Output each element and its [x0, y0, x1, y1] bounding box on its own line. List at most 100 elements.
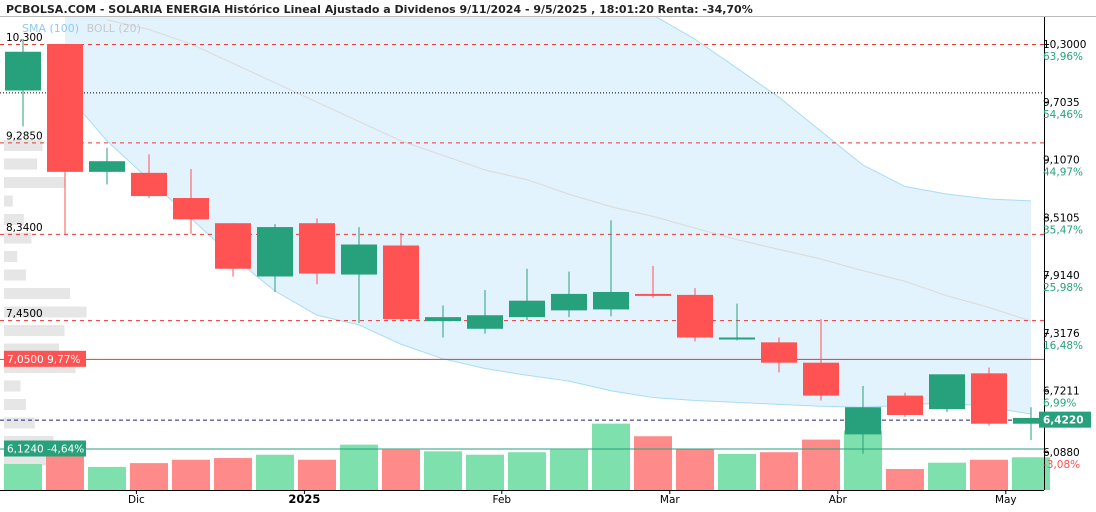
- candlesticks: [5, 39, 1049, 454]
- volume-bar: [298, 459, 336, 490]
- volume-bar: [1012, 457, 1050, 490]
- y-pct-label: 63,96%: [1043, 51, 1083, 63]
- candle-body: [5, 51, 41, 91]
- current-price-label: 6,4220: [1043, 415, 1084, 427]
- candle-body: [719, 337, 755, 340]
- candle-body: [1013, 417, 1049, 424]
- legend-boll[interactable]: BOLL (20): [86, 22, 141, 35]
- y-tick-label: 6,0880: [1043, 447, 1080, 459]
- y-tick-label: 8,5105: [1043, 212, 1080, 224]
- volume-bar: [424, 451, 462, 490]
- left-level-label: 9,2850: [6, 130, 43, 142]
- candle-body: [89, 161, 125, 172]
- axes: [0, 16, 1096, 494]
- volume-profile-bar: [4, 362, 76, 373]
- volume-bar: [634, 436, 672, 490]
- candle-body: [131, 172, 167, 197]
- volume-profile-bar: [4, 269, 26, 281]
- x-tick-label: Feb: [493, 494, 512, 506]
- bollinger-fill: [65, 16, 1031, 415]
- x-tick-label: Dic: [128, 494, 145, 506]
- volume-profile: [4, 140, 87, 466]
- candle-body: [467, 315, 503, 329]
- candle-body: [551, 293, 587, 311]
- candle-body: [341, 244, 377, 275]
- bollinger-band: [64, 16, 1032, 415]
- candle-body: [971, 373, 1007, 424]
- volume-bar: [130, 463, 168, 490]
- volume-bar: [88, 466, 126, 490]
- volume-profile-bar: [4, 306, 87, 318]
- volume-bars: [4, 423, 1050, 490]
- candle-body: [257, 227, 293, 277]
- candle-body: [47, 44, 83, 172]
- current-price-tag: [1039, 411, 1091, 428]
- y-tick-label: 6,7211: [1043, 386, 1080, 398]
- volume-profile-bar: [4, 232, 32, 244]
- volume-bar: [172, 459, 210, 490]
- candle-body: [803, 362, 839, 396]
- volume-bar: [676, 448, 714, 490]
- volume-bar: [886, 469, 924, 490]
- reference-lines: [0, 44, 1044, 450]
- y-pct-label: 35,47%: [1043, 224, 1083, 236]
- candle-body: [635, 293, 671, 296]
- volume-profile-bar: [4, 251, 18, 262]
- volume-bar: [592, 423, 630, 490]
- candle-body: [173, 198, 209, 220]
- candle-body: [887, 395, 923, 415]
- volume-bar: [970, 459, 1008, 490]
- left-level-label: 7,4500: [6, 308, 43, 320]
- volume-profile-bar: [4, 417, 35, 429]
- candle-body: [677, 294, 713, 338]
- x-tick-label: Abr: [829, 494, 848, 506]
- candle-body: [215, 223, 251, 269]
- volume-bar: [340, 444, 378, 490]
- x-tick-label: May: [995, 494, 1017, 506]
- level-tag-bg: [4, 350, 86, 367]
- candle-body: [593, 291, 629, 310]
- volume-bar: [802, 439, 840, 490]
- volume-profile-bar: [4, 454, 70, 466]
- legend-sma[interactable]: SMA (100): [22, 22, 80, 35]
- y-tick-label: 7,9140: [1043, 270, 1080, 282]
- level-tag-label: 7,0500 9,77%: [7, 354, 80, 366]
- x-tick-label: Mar: [660, 494, 680, 506]
- y-pct-label: 44,97%: [1043, 167, 1083, 179]
- volume-profile-bar: [4, 288, 70, 299]
- indicator-legend: SMA (100) BOLL (20): [22, 22, 145, 35]
- candle-body: [509, 300, 545, 318]
- left-level-label: 8,3400: [6, 222, 43, 234]
- y-tick-label: 9,7035: [1043, 97, 1080, 109]
- volume-bar: [718, 453, 756, 490]
- x-tick-label: 2025: [288, 492, 320, 506]
- left-level-label: 10,300: [6, 32, 43, 44]
- candle-body: [383, 245, 419, 320]
- volume-profile-bar: [4, 158, 37, 170]
- volume-profile-bar: [4, 195, 13, 207]
- volume-bar: [382, 449, 420, 490]
- volume-bar: [760, 452, 798, 490]
- candle-body: [425, 317, 461, 322]
- volume-profile-bar: [4, 399, 26, 410]
- volume-bar: [466, 454, 504, 490]
- volume-profile-bar: [4, 177, 65, 188]
- sma-line: [106, 19, 1032, 322]
- y-tick-label: 7,3176: [1043, 328, 1080, 340]
- volume-bar: [4, 463, 42, 490]
- y-pct-label: 54,46%: [1043, 109, 1083, 121]
- volume-bar: [928, 462, 966, 490]
- volume-profile-bar: [4, 214, 24, 225]
- candle-body: [299, 223, 335, 274]
- volume-profile-bar: [4, 380, 21, 392]
- candle-body: [845, 407, 881, 435]
- candle-body: [761, 342, 797, 363]
- y-pct-label: 16,48%: [1043, 340, 1083, 352]
- level-tag-bg: [4, 440, 86, 457]
- y-pct-label: 6,99%: [1043, 398, 1076, 410]
- chart-title: PCBOLSA.COM - SOLARIA ENERGIA Histórico …: [6, 3, 753, 16]
- volume-bar: [508, 452, 546, 490]
- volume-profile-bar: [4, 140, 43, 151]
